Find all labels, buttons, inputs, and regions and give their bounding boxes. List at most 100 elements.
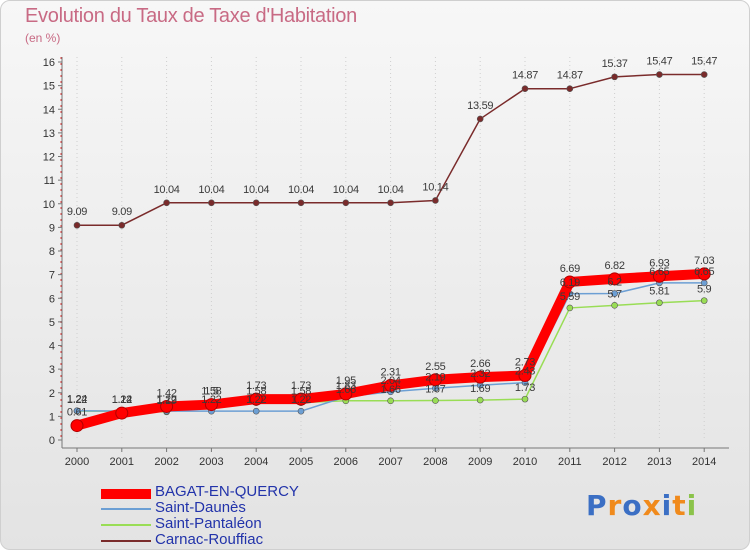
data-label-1: 6.2 — [607, 277, 622, 289]
legend-label-saint-pantaleon: Saint-Pantaléon — [155, 515, 262, 532]
series-point-3 — [73, 221, 81, 229]
data-label-0: 1.95 — [336, 375, 356, 387]
data-label-2: 1.73 — [515, 382, 535, 394]
legend-swatch-bagat — [101, 489, 151, 499]
x-tick-label: 2012 — [602, 456, 626, 468]
x-tick-label: 2006 — [334, 456, 358, 468]
data-label-1: 1.22 — [112, 394, 132, 406]
data-label-0: 7.03 — [694, 255, 714, 267]
data-label-1: 6.65 — [649, 266, 669, 278]
data-label-2: 1.58 — [201, 386, 221, 398]
series-point-1 — [73, 407, 81, 415]
series-point-0 — [652, 269, 666, 283]
series-point-0 — [697, 267, 711, 281]
series-point-3 — [118, 221, 126, 229]
logo-letter: i — [686, 489, 698, 522]
data-label-0: 6.93 — [649, 257, 669, 269]
series-point-0 — [608, 272, 622, 286]
series-point-3 — [252, 199, 260, 207]
data-label-0: 1.42 — [156, 387, 176, 399]
y-tick-label: 3 — [49, 364, 55, 376]
data-label-1: 2.04 — [380, 375, 400, 387]
series-point-0 — [204, 398, 218, 412]
data-label-2: 1.19 — [156, 395, 176, 407]
data-label-3: 10.04 — [378, 184, 404, 196]
series-point-3 — [611, 73, 618, 81]
series-point-1 — [297, 407, 305, 415]
series-point-0 — [518, 369, 532, 383]
x-tick-label: 2008 — [423, 456, 447, 468]
data-label-3: 14.87 — [512, 70, 538, 82]
x-tick-label: 2004 — [244, 456, 268, 468]
series-point-0 — [563, 275, 577, 289]
data-label-0: 1.73 — [246, 380, 266, 392]
series-point-3 — [387, 199, 394, 207]
data-label-2: 5.59 — [560, 291, 580, 303]
data-label-1: 2.19 — [425, 371, 445, 383]
data-label-1: 6.65 — [694, 266, 714, 278]
y-tick-label: 10 — [43, 199, 55, 211]
series-point-0 — [249, 392, 263, 406]
x-tick-label: 2003 — [199, 456, 223, 468]
data-label-2: 1.67 — [425, 384, 445, 396]
series-point-1 — [252, 407, 260, 415]
series-point-3 — [208, 199, 215, 207]
y-tick-label: 11 — [44, 175, 55, 187]
x-tick-label: 2000 — [65, 456, 89, 468]
data-label-3: 10.04 — [243, 184, 269, 196]
y-tick-label: 8 — [49, 246, 55, 258]
series-point-2 — [521, 395, 529, 403]
data-label-3: 15.47 — [646, 56, 672, 68]
data-label-0: 2.66 — [470, 358, 490, 370]
data-label-2: 1.22 — [112, 394, 132, 406]
data-label-2: 1.69 — [470, 383, 490, 395]
x-tick-label: 2014 — [692, 456, 716, 468]
x-tick-label: 2009 — [468, 456, 492, 468]
data-label-3: 10.04 — [333, 184, 359, 196]
data-label-0: 6.82 — [604, 260, 624, 272]
data-label-3: 10.04 — [288, 184, 314, 196]
series-point-2 — [387, 397, 394, 405]
data-label-3: 15.47 — [691, 56, 717, 68]
y-tick-label: 0 — [49, 435, 55, 447]
data-label-2: 5.7 — [607, 288, 622, 300]
series-point-0 — [339, 387, 353, 401]
data-label-1: 1.22 — [291, 394, 311, 406]
series-point-0 — [428, 373, 442, 387]
y-tick-label: 6 — [49, 293, 55, 305]
series-point-3 — [521, 85, 529, 92]
series-point-2 — [566, 304, 574, 312]
data-label-1: 1.24 — [67, 394, 87, 406]
data-label-1: 1.22 — [201, 394, 221, 406]
x-tick-label: 2013 — [647, 456, 671, 468]
series-point-0 — [70, 419, 84, 433]
data-label-0: 1.5 — [204, 386, 219, 398]
series-point-2 — [656, 299, 663, 307]
series-point-0 — [160, 399, 174, 413]
series-point-0 — [473, 370, 487, 384]
x-tick-label: 2010 — [513, 456, 537, 468]
series-point-2 — [700, 297, 708, 304]
data-label-0: 2.31 — [380, 366, 400, 378]
series-point-2 — [611, 302, 618, 309]
series-point-2 — [432, 397, 439, 404]
y-tick-label: 12 — [43, 152, 55, 164]
chart-title: Evolution du Taux de Taxe d'Habitation — [25, 5, 357, 27]
data-label-2: 5.81 — [649, 286, 669, 298]
proxiti-logo: Proxiti — [586, 489, 697, 522]
data-label-1: 2.32 — [470, 368, 490, 380]
y-tick-label: 16 — [43, 57, 55, 69]
series-point-3 — [297, 199, 305, 207]
series-point-3 — [700, 71, 708, 78]
legend-label-carnac-rouffiac: Carnac-Rouffiac — [155, 531, 264, 548]
data-label-2: 5.9 — [697, 284, 712, 296]
logo-letter: r — [607, 489, 623, 522]
logo-letter: P — [586, 489, 608, 522]
x-tick-label: 2001 — [110, 456, 134, 468]
series-point-3 — [566, 85, 574, 92]
series-point-2 — [476, 396, 484, 404]
y-tick-label: 1 — [49, 411, 55, 423]
x-tick-label: 2011 — [558, 456, 582, 468]
